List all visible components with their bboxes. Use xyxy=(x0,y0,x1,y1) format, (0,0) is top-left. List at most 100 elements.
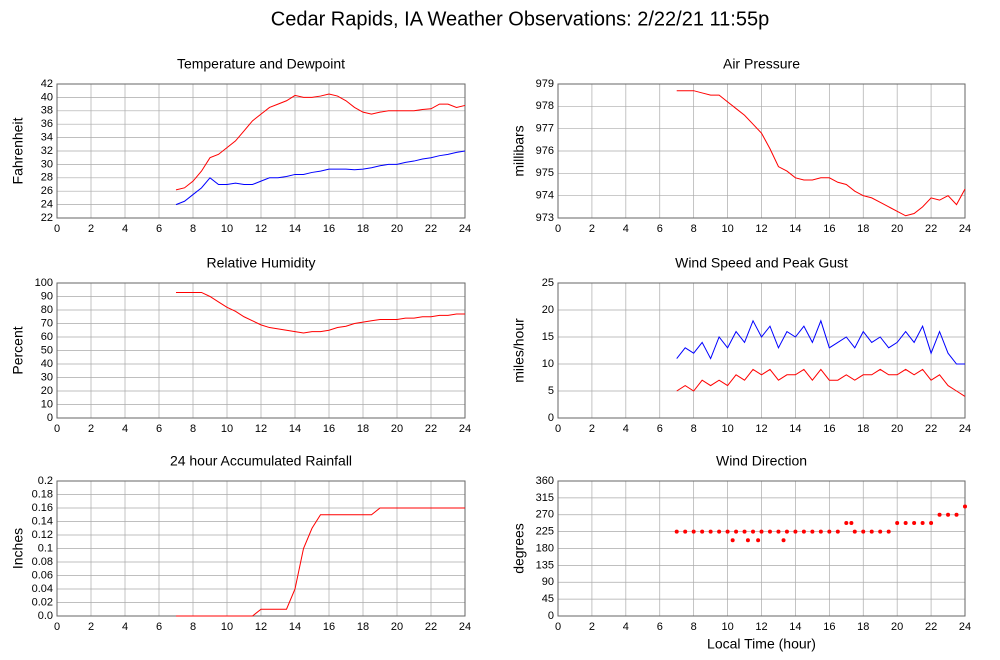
data-point xyxy=(861,529,866,534)
panel-title: 24 hour Accumulated Rainfall xyxy=(170,453,352,469)
x-tick-label: 24 xyxy=(959,223,971,235)
x-tick-label: 12 xyxy=(755,423,767,435)
plot-frame xyxy=(557,83,966,219)
y-tick-label: 0.0 xyxy=(38,610,53,622)
data-point xyxy=(852,529,857,534)
y-tick-label: 80 xyxy=(41,304,53,316)
data-line xyxy=(175,150,466,206)
data-point xyxy=(793,529,798,534)
x-tick-label: 6 xyxy=(657,423,663,435)
x-tick-label: 24 xyxy=(459,223,471,235)
y-tick-label: 15 xyxy=(542,331,554,343)
y-tick-label: 90 xyxy=(542,576,554,588)
y-tick-label: 10 xyxy=(41,398,53,410)
x-tick-label: 10 xyxy=(221,621,233,633)
y-tick-label: 38 xyxy=(41,105,53,117)
page-title: Cedar Rapids, IA Weather Observations: 2… xyxy=(271,8,769,30)
x-tick-label: 2 xyxy=(589,621,595,633)
y-tick-label: 0.02 xyxy=(32,596,53,608)
x-tick-label: 8 xyxy=(691,423,697,435)
x-tick-label: 18 xyxy=(857,621,869,633)
x-tick-label: 0 xyxy=(555,223,561,235)
data-line xyxy=(676,368,966,397)
data-point xyxy=(954,512,959,517)
y-tick-label: 30 xyxy=(41,158,53,170)
x-tick-label: 14 xyxy=(789,223,801,235)
x-tick-label: 20 xyxy=(891,423,903,435)
x-tick-label: 14 xyxy=(289,621,301,633)
data-point xyxy=(730,538,735,543)
data-point xyxy=(946,512,951,517)
x-tick-label: 16 xyxy=(323,621,335,633)
x-tick-label: 12 xyxy=(755,223,767,235)
plot-frame xyxy=(56,480,466,617)
x-tick-label: 18 xyxy=(357,223,369,235)
y-tick-label: 34 xyxy=(41,132,53,144)
data-point xyxy=(725,529,730,534)
x-tick-label: 22 xyxy=(425,621,437,633)
x-tick-label: 16 xyxy=(323,223,335,235)
y-axis-label: Percent xyxy=(10,326,26,374)
x-tick-label: 2 xyxy=(88,223,94,235)
y-tick-label: 20 xyxy=(542,304,554,316)
data-point xyxy=(903,521,908,525)
data-point xyxy=(835,529,840,534)
data-point xyxy=(844,521,849,525)
y-tick-label: 30 xyxy=(41,371,53,383)
y-tick-label: 315 xyxy=(536,492,554,504)
data-point xyxy=(937,512,942,517)
y-tick-label: 976 xyxy=(536,145,554,157)
y-tick-label: 0.12 xyxy=(32,529,53,541)
data-point xyxy=(776,529,781,534)
x-tick-label: 0 xyxy=(555,423,561,435)
y-tick-label: 135 xyxy=(536,559,554,571)
y-tick-label: 978 xyxy=(536,100,554,112)
data-point xyxy=(801,529,806,534)
y-tick-label: 0.1 xyxy=(38,542,53,554)
x-tick-label: 4 xyxy=(122,223,128,235)
data-point xyxy=(827,529,832,534)
x-tick-label: 8 xyxy=(190,223,196,235)
y-tick-label: 45 xyxy=(542,593,554,605)
x-tick-label: 2 xyxy=(589,423,595,435)
panel-title: Relative Humidity xyxy=(207,255,316,271)
x-tick-label: 6 xyxy=(657,621,663,633)
data-point xyxy=(878,529,883,534)
x-tick-label: 6 xyxy=(156,423,162,435)
x-tick-label: 14 xyxy=(289,223,301,235)
x-tick-label: 14 xyxy=(789,423,801,435)
x-tick-label: 16 xyxy=(823,621,835,633)
x-tick-label: 0 xyxy=(54,423,60,435)
data-point xyxy=(745,538,750,543)
data-point xyxy=(708,529,713,534)
y-tick-label: 0.2 xyxy=(38,475,53,487)
data-point xyxy=(781,538,786,543)
y-tick-label: 0 xyxy=(47,412,53,424)
x-tick-label: 24 xyxy=(459,423,471,435)
data-point xyxy=(767,529,772,534)
x-tick-label: 16 xyxy=(823,223,835,235)
y-tick-label: 100 xyxy=(35,277,53,289)
x-tick-label: 12 xyxy=(255,223,267,235)
x-tick-label: 8 xyxy=(190,621,196,633)
x-tick-label: 10 xyxy=(221,423,233,435)
data-point xyxy=(691,529,696,534)
x-tick-label: 12 xyxy=(255,621,267,633)
x-tick-label: 18 xyxy=(857,223,869,235)
data-point xyxy=(920,521,925,525)
data-point xyxy=(895,521,900,525)
y-tick-label: 0.18 xyxy=(32,488,53,500)
y-tick-label: 0.04 xyxy=(32,583,53,595)
x-axis-label: Local Time (hour) xyxy=(707,636,816,652)
y-tick-label: 270 xyxy=(536,509,554,521)
y-tick-label: 973 xyxy=(536,212,554,224)
y-tick-label: 180 xyxy=(536,542,554,554)
x-tick-label: 18 xyxy=(857,423,869,435)
x-tick-label: 24 xyxy=(959,621,971,633)
panel-title: Wind Direction xyxy=(716,453,807,469)
y-tick-label: 20 xyxy=(41,385,53,397)
x-tick-label: 20 xyxy=(891,223,903,235)
x-tick-label: 22 xyxy=(425,223,437,235)
y-tick-label: 0.08 xyxy=(32,556,53,568)
